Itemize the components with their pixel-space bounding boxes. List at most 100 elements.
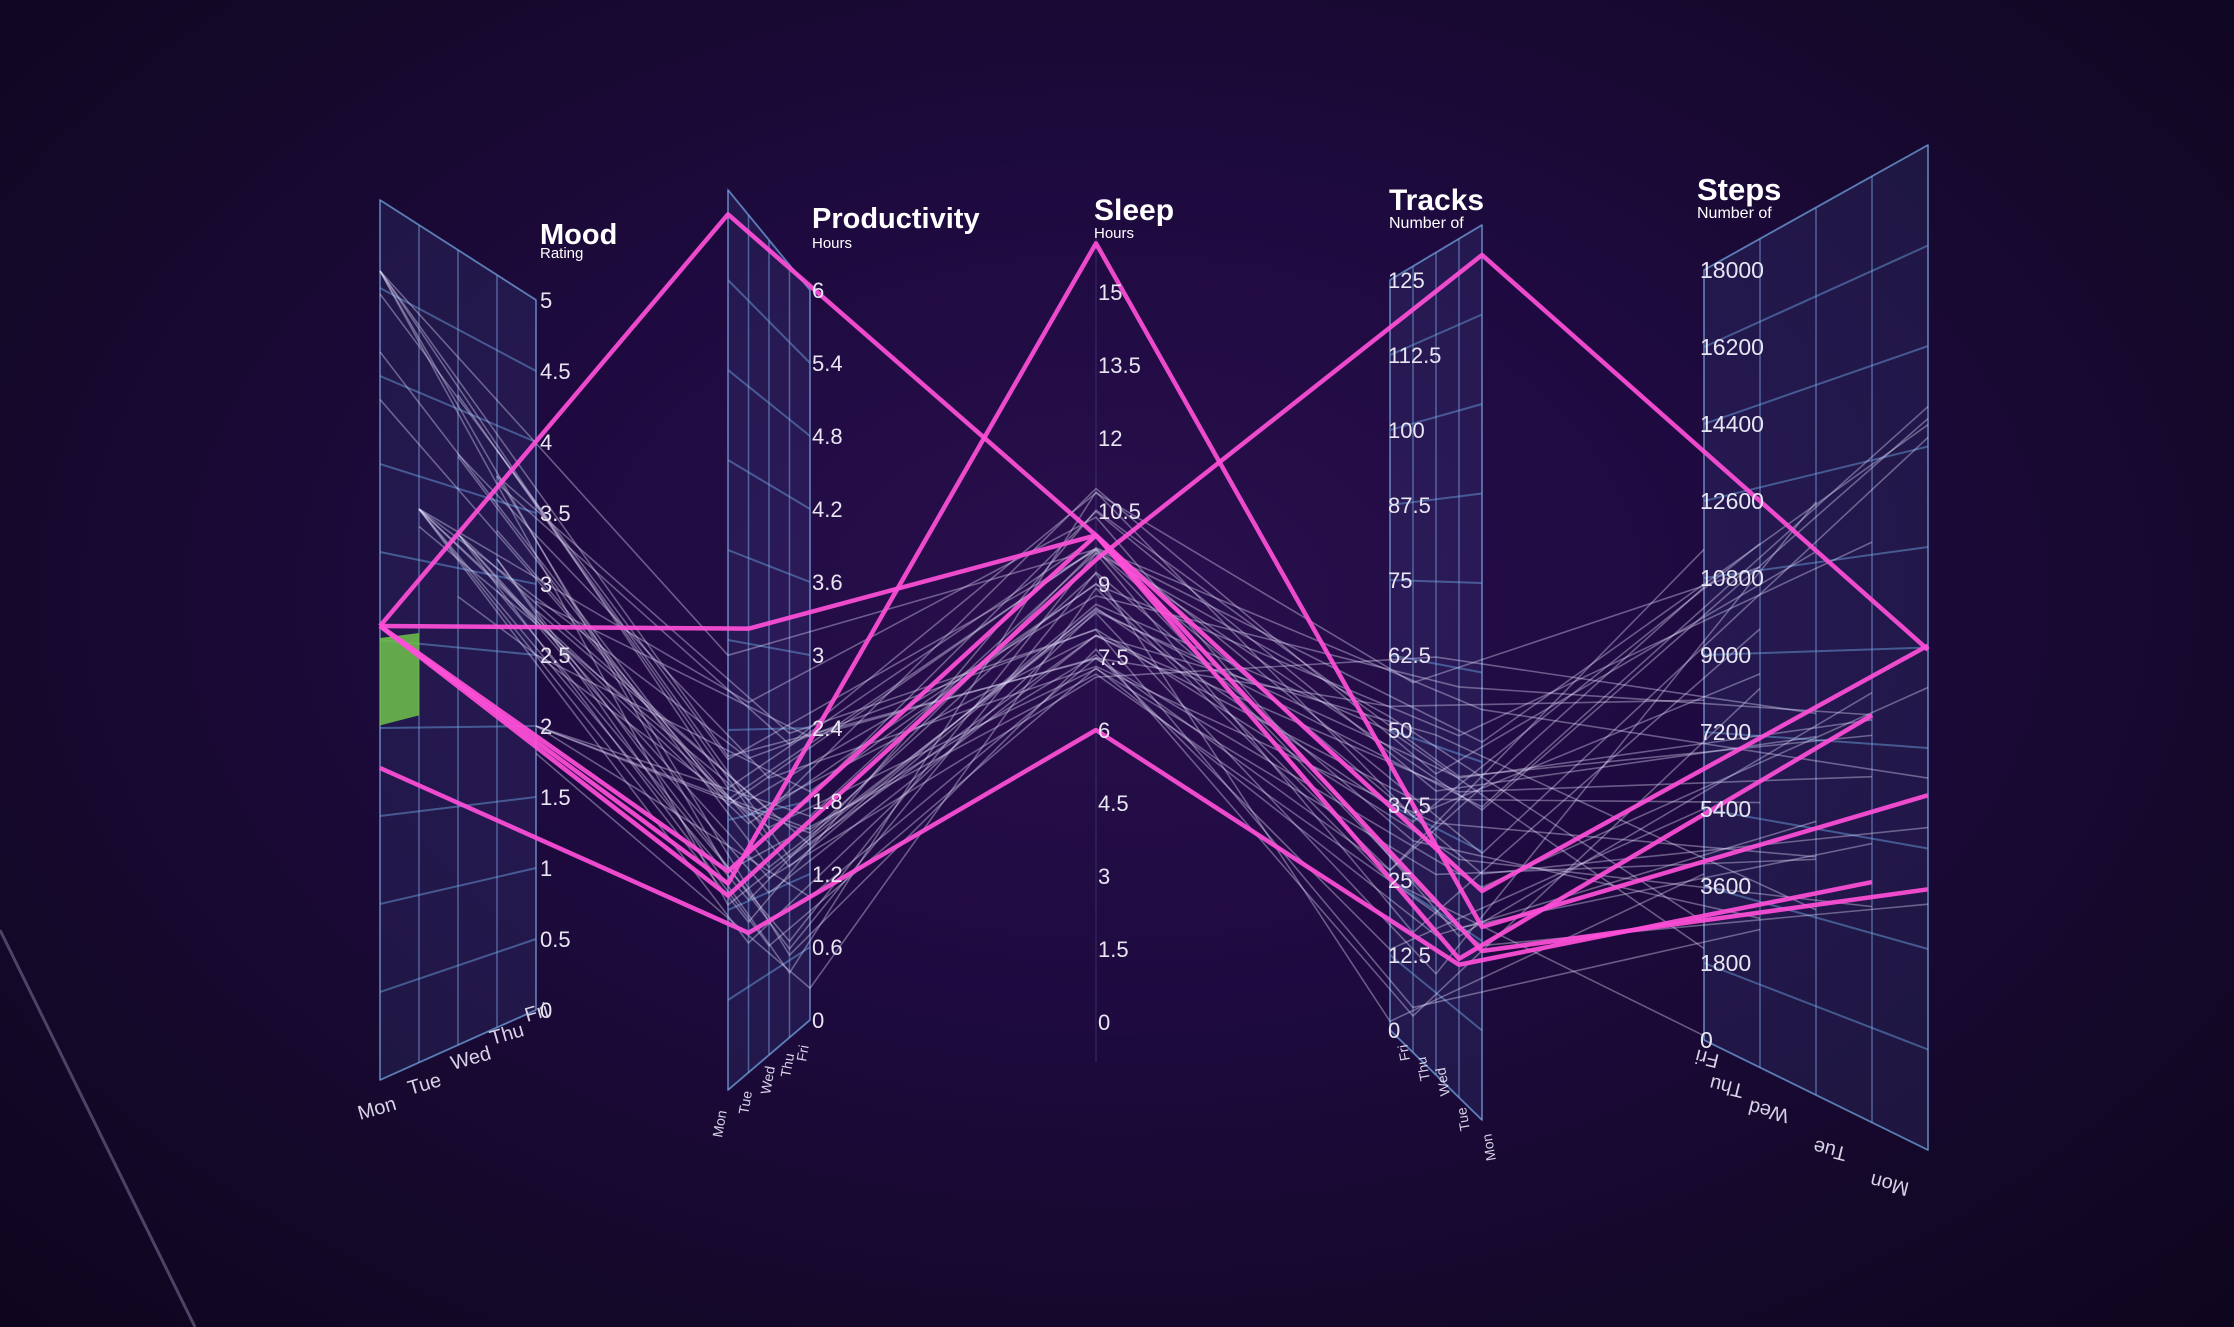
series-line bbox=[379, 398, 1929, 801]
mood-tick-label: 5 bbox=[540, 288, 552, 313]
productivity-tick-label: 4.2 bbox=[812, 497, 843, 522]
productivity-tick-label: 1.2 bbox=[812, 862, 843, 887]
tracks-tick-label: 125 bbox=[1388, 268, 1425, 293]
productivity-tick-label: 1.8 bbox=[812, 789, 843, 814]
series-line bbox=[535, 603, 1705, 950]
tracks-axis-title: Tracks bbox=[1389, 184, 1484, 217]
productivity-tick-label: 3 bbox=[812, 643, 824, 668]
productivity-day-label: Mon bbox=[709, 1109, 729, 1139]
tracks-tick-label: 62.5 bbox=[1388, 643, 1431, 668]
steps-tick-label: 1800 bbox=[1700, 950, 1751, 976]
mood-tick-label: 2 bbox=[540, 714, 552, 739]
highlighted-series-line bbox=[379, 533, 1874, 961]
tracks-day-label: Wed bbox=[1432, 1066, 1453, 1097]
steps-day-label: Wed bbox=[1746, 1095, 1791, 1126]
series-line bbox=[418, 508, 1873, 938]
background-streak bbox=[0, 929, 197, 1327]
sleep-tick-label: 7.5 bbox=[1098, 645, 1129, 670]
steps-tick-label: 12600 bbox=[1700, 488, 1764, 514]
grid-value-line bbox=[1389, 224, 1483, 281]
mood-tick-label: 1.5 bbox=[540, 785, 571, 810]
series-line bbox=[418, 508, 1873, 945]
selection-range[interactable] bbox=[380, 633, 419, 726]
sleep-tick-label: 10.5 bbox=[1098, 499, 1141, 524]
productivity-axis-title: Productivity bbox=[812, 203, 980, 235]
series-line bbox=[535, 657, 1705, 898]
series-line bbox=[457, 453, 1817, 858]
series-line bbox=[457, 456, 1817, 976]
grid-value-line bbox=[1703, 885, 1929, 950]
series-line bbox=[379, 270, 1929, 889]
series-line bbox=[535, 548, 1705, 872]
background-series-lines bbox=[379, 270, 1929, 1037]
productivity-day-label: Tue bbox=[735, 1089, 755, 1115]
grid-value-line bbox=[1703, 144, 1929, 271]
series-line bbox=[379, 270, 1929, 907]
grid-value-line bbox=[379, 463, 537, 514]
mood-axis-title: Mood bbox=[540, 219, 617, 251]
steps-day-label: Thu bbox=[1707, 1072, 1746, 1102]
mood-day-label: Tue bbox=[405, 1069, 443, 1099]
sleep-tick-label: 12 bbox=[1098, 426, 1122, 451]
grid-value-line bbox=[1389, 729, 1483, 763]
sleep-tick-label: 13.5 bbox=[1098, 353, 1141, 378]
productivity-tick-label: 4.8 bbox=[812, 424, 843, 449]
series-line bbox=[535, 551, 1705, 923]
sleep-tick-label: 4.5 bbox=[1098, 791, 1129, 816]
grid-value-line bbox=[727, 639, 811, 656]
series-line bbox=[457, 533, 1817, 880]
grid-value-line bbox=[1703, 244, 1929, 348]
tracks-day-label: Fri bbox=[1394, 1043, 1413, 1062]
mood-tick-label: 0.5 bbox=[540, 927, 571, 952]
grid-value-line bbox=[727, 727, 811, 731]
mood-tick-label: 4.5 bbox=[540, 359, 571, 384]
sleep-tick-label: 0 bbox=[1098, 1010, 1110, 1035]
highlighted-series-line bbox=[378, 241, 1929, 930]
productivity-day-label: Wed bbox=[757, 1065, 778, 1096]
steps-tick-label: 16200 bbox=[1700, 334, 1764, 360]
grid-value-line bbox=[1389, 1029, 1483, 1121]
steps-day-label: Mon bbox=[1868, 1169, 1911, 1200]
grid-value-line bbox=[727, 946, 811, 1001]
grid-value-line bbox=[1389, 804, 1483, 853]
grid-value-line bbox=[379, 375, 537, 443]
tracks-tick-label: 87.5 bbox=[1388, 493, 1431, 518]
selection-brush[interactable] bbox=[380, 633, 419, 726]
series-line bbox=[496, 482, 1761, 746]
sleep-axis-subtitle: Hours bbox=[1094, 225, 1134, 242]
series-line bbox=[535, 582, 1705, 872]
grid-value-line bbox=[379, 867, 537, 905]
steps-tick-label: 7200 bbox=[1700, 719, 1751, 745]
sleep-tick-label: 9 bbox=[1098, 572, 1110, 597]
steps-axis-title: Steps bbox=[1697, 172, 1781, 207]
sleep-tick-label: 15 bbox=[1098, 280, 1122, 305]
productivity-tick-label: 0.6 bbox=[812, 935, 843, 960]
mood-tick-label: 0 bbox=[540, 998, 552, 1023]
grid-value-line bbox=[727, 459, 811, 510]
steps-day-label: Tue bbox=[1811, 1135, 1849, 1165]
grid-value-line bbox=[727, 279, 811, 364]
tracks-tick-label: 112.5 bbox=[1388, 343, 1441, 368]
series-line bbox=[418, 508, 1873, 816]
grid-value-line bbox=[727, 549, 811, 583]
grid-value-line bbox=[1703, 345, 1929, 425]
productivity-day-label: Fri bbox=[793, 1044, 812, 1063]
mood-day-label: Mon bbox=[355, 1093, 398, 1125]
series-line bbox=[535, 653, 1705, 951]
mood-tick-label: 3 bbox=[540, 572, 552, 597]
grid-value-line bbox=[727, 369, 811, 437]
mood-tick-label: 1 bbox=[540, 856, 552, 881]
highlighted-series-line bbox=[378, 212, 1929, 954]
grid-value-line bbox=[1703, 1039, 1929, 1151]
grid-value-line bbox=[1389, 879, 1483, 942]
grid-value-line bbox=[1703, 962, 1929, 1051]
series-line bbox=[418, 508, 1873, 924]
mood-tick-label: 3.5 bbox=[540, 501, 571, 526]
series-line bbox=[535, 587, 1705, 1037]
series-line bbox=[418, 508, 1873, 929]
tracks-tick-label: 25 bbox=[1388, 868, 1412, 893]
steps-tick-label: 10800 bbox=[1700, 565, 1764, 591]
mood-tick-label: 2.5 bbox=[540, 643, 571, 668]
series-line bbox=[496, 475, 1761, 1009]
